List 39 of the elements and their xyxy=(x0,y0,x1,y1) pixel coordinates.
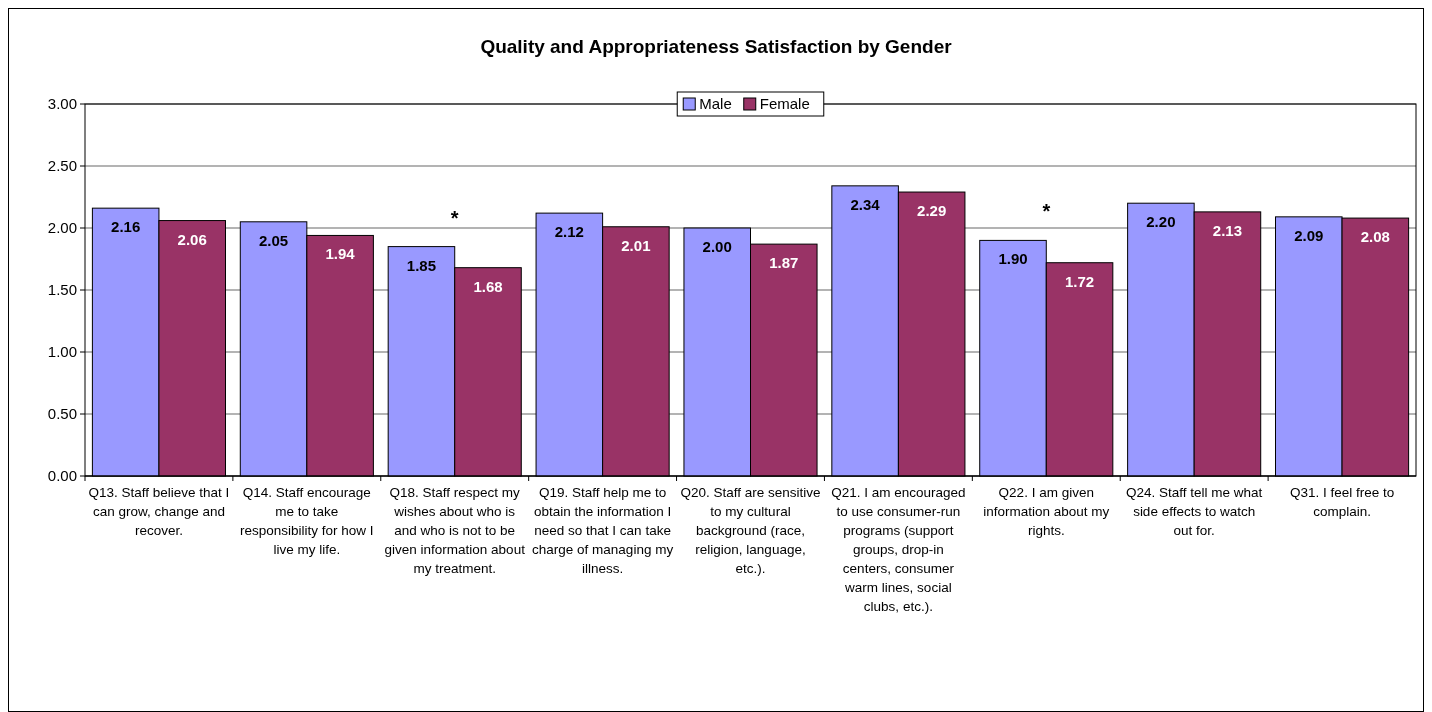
data-label: 2.00 xyxy=(702,238,732,255)
legend-label: Male xyxy=(699,95,732,112)
x-tick-label: Q18. Staff respect my wishes about who is and who is not to be given information about my treatment. xyxy=(384,485,526,576)
data-label: 2.13 xyxy=(1212,221,1243,239)
data-label: 2.20 xyxy=(1146,213,1176,231)
y-tick-label: 2.50 xyxy=(47,157,77,174)
x-tick-label: Q14. Staff encourage me to take responsibility for how I live my life. xyxy=(240,485,374,557)
x-tick-label: Q13. Staff believe that I can grow, change and recover. xyxy=(88,485,230,538)
y-tick-label: 2.00 xyxy=(47,219,77,236)
x-tick-label: Q19. Staff help me to obtain the information I need so that I can take charge of managing my illness. xyxy=(532,485,674,576)
data-label: 1.90 xyxy=(998,250,1028,268)
data-label: 1.68 xyxy=(473,277,503,295)
y-tick-label: 0.50 xyxy=(47,405,77,422)
data-label: 2.09 xyxy=(1294,226,1324,244)
x-tick-label: Q24. Staff tell me what side effects to watch out for. xyxy=(1126,485,1263,538)
y-tick-label: 3.00 xyxy=(47,95,77,112)
y-tick-label: 0.00 xyxy=(47,467,77,484)
x-tick-label: Q22. I am given information about my rights. xyxy=(983,485,1110,538)
data-label: 1.72 xyxy=(1064,272,1095,290)
x-tick-label: Q20. Staff are sensitive to my cultural background (race, religion, language, etc.). xyxy=(680,485,821,576)
data-label: 1.85 xyxy=(406,256,437,274)
annotation: * xyxy=(1042,200,1051,223)
data-label: 2.06 xyxy=(177,230,207,248)
data-label: 1.87 xyxy=(769,254,799,272)
data-label: 1.94 xyxy=(325,245,356,263)
legend-label: Female xyxy=(759,95,810,112)
data-label: 2.08 xyxy=(1360,228,1390,246)
data-label: 2.05 xyxy=(258,231,289,249)
y-tick-label: 1.00 xyxy=(47,343,77,360)
data-label: 2.16 xyxy=(111,218,141,236)
data-label: 2.29 xyxy=(917,202,947,220)
chart-title: Quality and Appropriateness Satisfaction by Gender xyxy=(480,36,953,57)
x-tick-label: Q31. I feel free to complain. xyxy=(1289,485,1395,519)
y-tick-label: 1.50 xyxy=(47,281,77,298)
annotation: * xyxy=(450,206,459,229)
data-label: 2.01 xyxy=(621,236,651,254)
x-tick-label: Q21. I am encouraged to use consumer-run programs (support groups, drop-in centers, consumer warm lines, social clubs, etc.). xyxy=(831,485,966,614)
data-label: 2.34 xyxy=(850,195,881,213)
data-label: 2.12 xyxy=(554,223,584,241)
